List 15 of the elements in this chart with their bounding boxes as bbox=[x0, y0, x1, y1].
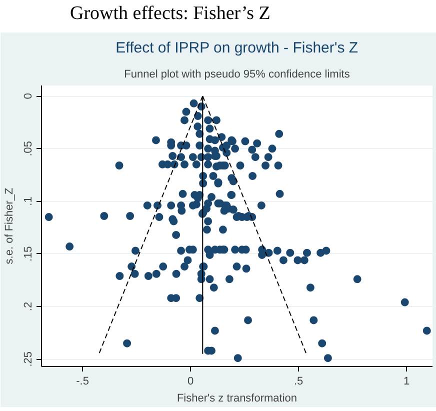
y-tick-label: .25 bbox=[22, 351, 34, 367]
y-tick-label: .2 bbox=[22, 302, 34, 312]
x-tick-label: 0 bbox=[187, 376, 194, 388]
y-tick-label: .05 bbox=[22, 140, 34, 156]
y-tick-label: .1 bbox=[22, 196, 34, 206]
x-axis-title: Fisher's z transformation bbox=[176, 392, 298, 404]
x-tick-label: .5 bbox=[294, 376, 304, 388]
y-axis-title: s.e. of Fisher_Z bbox=[4, 188, 16, 264]
y-tick-label: 0 bbox=[22, 92, 34, 100]
chart-title: Effect of IPRP on growth - Fisher's Z bbox=[116, 40, 358, 56]
chart-subtitle: Funnel plot with pseudo 95% confidence limits bbox=[124, 68, 350, 80]
x-tick-label: -.5 bbox=[76, 376, 89, 388]
y-tick-label: .15 bbox=[22, 246, 34, 262]
x-tick-label: 1 bbox=[404, 376, 410, 388]
text: Growth effects: Fisher’s Z bbox=[70, 2, 270, 26]
